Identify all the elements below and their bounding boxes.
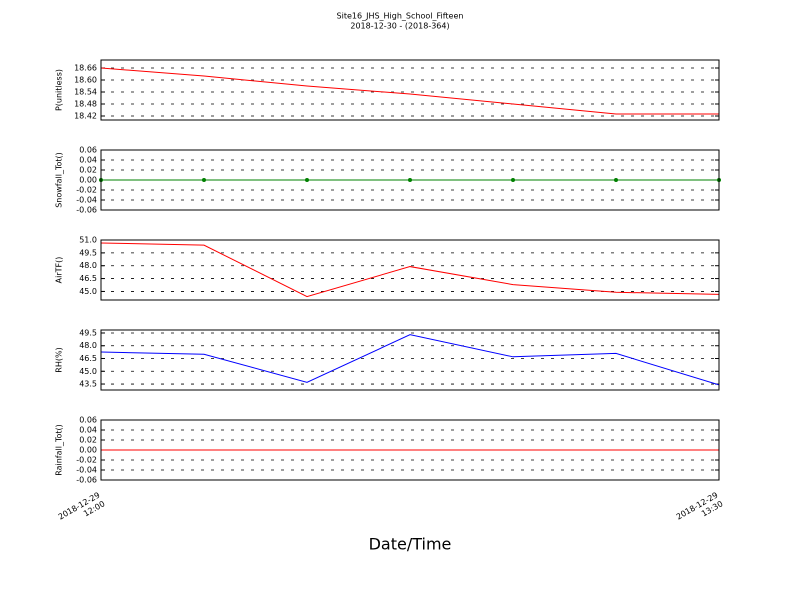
y-tick-label: -0.02 <box>76 456 97 465</box>
axes-frame <box>100 329 720 391</box>
axes-frame <box>100 419 720 481</box>
y-tick-label: 18.48 <box>74 100 97 109</box>
x-axis-label: Date/Time <box>369 535 452 554</box>
y-tick-label: 49.5 <box>79 328 97 337</box>
y-tick-label: 51.0 <box>79 236 97 245</box>
data-point <box>614 178 618 182</box>
y-tick-label: 0.06 <box>79 146 97 155</box>
series-line <box>100 67 719 115</box>
y-tick-label: 0.04 <box>79 426 97 435</box>
y-axis-label: AirTF() <box>55 257 64 284</box>
y-tick-label: 49.5 <box>79 248 97 257</box>
data-point <box>511 178 515 182</box>
y-tick-label: -0.04 <box>76 196 97 205</box>
y-tick-label: 18.66 <box>74 64 97 73</box>
axes-frame <box>100 239 720 301</box>
axes-frame <box>100 59 720 121</box>
y-tick-label: 0.02 <box>79 436 97 445</box>
y-tick-label: 46.5 <box>79 354 97 363</box>
series-line <box>100 334 720 386</box>
data-point <box>305 178 309 182</box>
y-tick-label: 0.02 <box>79 166 97 175</box>
y-tick-label: 0.04 <box>79 156 97 165</box>
y-tick-label: 0.06 <box>79 416 97 425</box>
y-tick-label: 18.42 <box>74 112 97 121</box>
figure-subtitle: 2018-12-30 - (2018-364) <box>350 22 449 31</box>
series-line <box>100 242 720 298</box>
figure-title: Site16_JHS_High_School_Fifteen <box>337 12 464 21</box>
y-axis-label: Snowfall_Tot() <box>55 152 64 208</box>
y-axis-label: P(unitless) <box>55 69 64 111</box>
y-tick-label: -0.06 <box>76 476 97 485</box>
data-point <box>202 178 206 182</box>
y-tick-label: 48.0 <box>79 341 97 350</box>
y-tick-label: 18.54 <box>74 88 97 97</box>
y-tick-label: 0.00 <box>79 176 97 185</box>
y-axis-label: RH(%) <box>55 347 64 372</box>
y-tick-label: -0.02 <box>76 186 97 195</box>
y-tick-label: -0.04 <box>76 466 97 475</box>
data-point <box>408 178 412 182</box>
y-axis-label: Rainfall_Tot() <box>55 424 64 476</box>
y-tick-label: 45.0 <box>79 367 97 376</box>
y-tick-label: 45.0 <box>79 287 97 296</box>
y-tick-label: 43.5 <box>79 380 97 389</box>
y-tick-label: -0.06 <box>76 206 97 215</box>
y-tick-label: 18.60 <box>74 76 97 85</box>
y-tick-label: 0.00 <box>79 446 97 455</box>
y-tick-label: 48.0 <box>79 261 97 270</box>
y-tick-label: 46.5 <box>79 274 97 283</box>
axes-frame <box>100 149 720 211</box>
